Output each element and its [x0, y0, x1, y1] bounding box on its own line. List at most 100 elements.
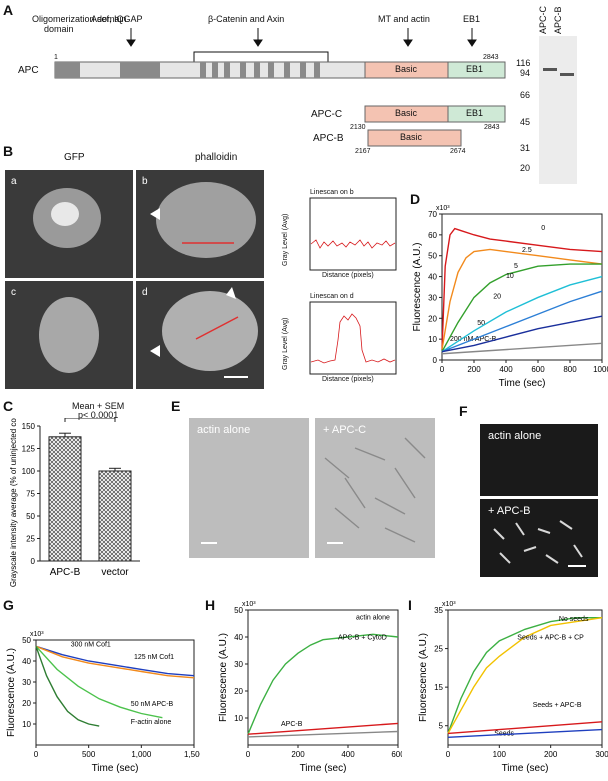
- series-line: [35, 645, 195, 679]
- domain-label-catenin: β-Catenin and Axin: [208, 14, 285, 24]
- y-tick-label: 25: [434, 645, 443, 654]
- em-right-label: + APC-C: [323, 424, 367, 436]
- gel-image: [539, 36, 577, 184]
- row-label-apcb: APC-B: [313, 133, 344, 144]
- gel-marker-31: 31: [520, 143, 531, 153]
- panel-label-e: E: [171, 398, 181, 414]
- y-tick-label: 40: [234, 633, 243, 642]
- sublabel-d: d: [142, 287, 148, 298]
- y-tick-label: 20: [234, 687, 243, 696]
- series-line: [35, 645, 195, 677]
- y-tick-label: 30: [234, 660, 243, 669]
- series-line: [441, 342, 603, 355]
- em-left-label: actin alone: [197, 424, 251, 436]
- y-tick-label: 10: [234, 714, 243, 723]
- y-axis-label: Fluorescence (A.U.): [218, 633, 229, 722]
- gel-band-apcb: [560, 73, 574, 76]
- apc-domain-diagram: [54, 28, 506, 147]
- tirf-top-label: actin alone: [488, 430, 542, 442]
- series-label: 125 nM Cof1: [134, 654, 174, 661]
- panel-label-b: B: [3, 143, 14, 159]
- scale-bar-e-left: [201, 542, 217, 544]
- y-tick-label: 40: [22, 657, 31, 666]
- x-tick-label: 400: [499, 365, 513, 374]
- apcb-end-num: 2674: [450, 148, 466, 155]
- y-tick-label: 5: [439, 722, 444, 731]
- y-tick-label: 125: [22, 445, 36, 454]
- y-tick-label: 30: [428, 293, 437, 302]
- scale-label: x10³: [30, 631, 44, 638]
- x-tick-label: 0: [246, 750, 251, 759]
- y-tick-label: 30: [22, 678, 31, 687]
- scale-bar-e-right: [327, 542, 343, 544]
- scale-label: x10³: [442, 601, 456, 608]
- row-label-apc: APC: [18, 65, 39, 76]
- series-label: 2.5: [522, 247, 532, 254]
- series-label: No seeds: [559, 616, 589, 623]
- linescan-d-xlabel: Distance (pixels): [322, 376, 374, 383]
- panel-label-d: D: [410, 191, 421, 207]
- x-tick-label: 300: [595, 750, 608, 759]
- series-line: [447, 617, 602, 734]
- em-actin-alone: actin alone: [189, 418, 309, 558]
- panel-label-c: C: [3, 398, 14, 414]
- micrograph-a: a: [5, 170, 133, 278]
- y-tick-label: 50: [22, 636, 31, 645]
- tirf-bottom-label: + APC-B: [488, 505, 531, 517]
- y-tick-label: 70: [428, 210, 437, 219]
- c-annotation-p: p< 0.0001: [78, 410, 119, 420]
- series-line: [35, 646, 100, 727]
- series-label: 50 nM APC-B: [131, 701, 174, 708]
- scale-label: x10³: [242, 601, 256, 608]
- row-label-apcc: APC-C: [311, 109, 343, 120]
- series-line: [447, 728, 603, 738]
- panel-label-a: A: [3, 2, 14, 18]
- linescan-d-title: Linescan on d: [310, 293, 354, 300]
- sublabel-a: a: [11, 176, 17, 187]
- x-tick-label: 0: [34, 750, 39, 759]
- y-tick-label: 50: [428, 252, 437, 261]
- x-tick-label: 0: [440, 365, 445, 374]
- x-tick-label: 1,000: [131, 750, 152, 759]
- series-line: [447, 617, 603, 734]
- significance-bracket: [64, 418, 116, 422]
- x-tick-label: 400: [341, 750, 355, 759]
- x-tick-label: 200: [544, 750, 558, 759]
- chart-g: x10³ 0 500 1,000 1,500 10 20 30 40 50 Time (sec) Fl…: [6, 631, 200, 774]
- micrograph-c: c: [5, 281, 133, 389]
- cell-shape-a: [33, 188, 101, 248]
- scale-label: x10³: [436, 205, 450, 212]
- series-line: [35, 645, 163, 719]
- basic-label-1: Basic: [395, 64, 418, 74]
- eb1-label-2: EB1: [466, 108, 484, 118]
- domain-label-domain: domain: [44, 24, 74, 34]
- gel-lane-apcb: APC-B: [553, 6, 563, 34]
- micrograph-d: d: [136, 281, 264, 389]
- x-tick-label: 600: [531, 365, 545, 374]
- plot-frame: [441, 213, 603, 361]
- linescan-b-xlabel: Distance (pixels): [322, 272, 374, 279]
- series-line: [441, 248, 603, 350]
- panel-label-i: I: [408, 597, 412, 613]
- y-tick-label: 10: [22, 720, 31, 729]
- domain-label-mt: MT and actin: [378, 14, 430, 24]
- cell-shape-b: [150, 182, 256, 258]
- y-tick-label: 20: [428, 314, 437, 323]
- series-label: APC-B + CytoD: [338, 635, 387, 642]
- series-line: [441, 290, 603, 353]
- cell-shape-d: [150, 287, 258, 378]
- y-tick-label: 15: [434, 683, 443, 692]
- eb1-label-1: EB1: [466, 64, 484, 74]
- em-filaments: [324, 437, 426, 543]
- apc-end-num: 2843: [483, 54, 499, 61]
- x-axis-label: Time (sec): [502, 763, 549, 774]
- y-tick-label: 0: [433, 356, 438, 365]
- series-label: 10: [506, 273, 514, 280]
- series-label: Seeds + APC-B + CP: [517, 635, 584, 642]
- category-label: APC-B: [50, 567, 81, 578]
- series-label: 300 nM Cof1: [71, 641, 111, 648]
- micrograph-b: b: [136, 170, 264, 278]
- x-tick-label: 200: [291, 750, 305, 759]
- series-line: [247, 633, 399, 735]
